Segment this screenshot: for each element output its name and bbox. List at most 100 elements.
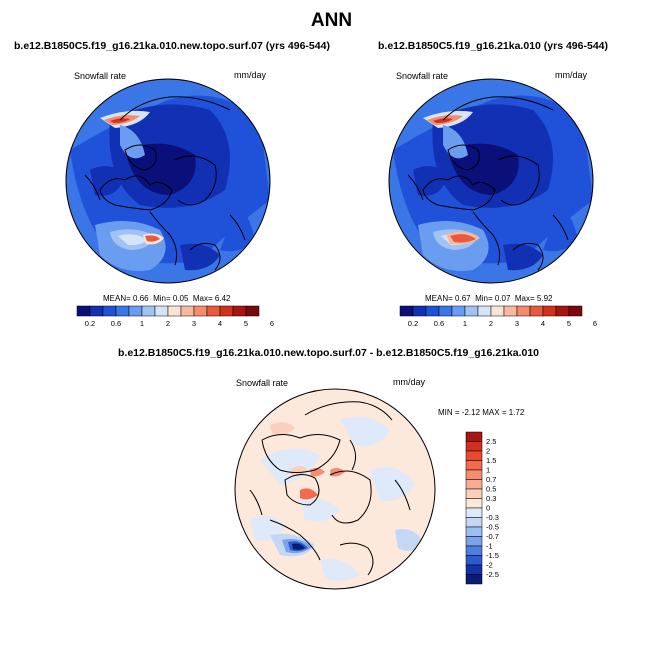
panel2-min-value: 0.07 [494, 294, 511, 303]
panel3-colorbar-tick-label: -1.5 [486, 551, 499, 560]
panel1-colorbar-tick-label: 1 [140, 319, 144, 328]
panel3-colorbar-swatch [465, 574, 483, 585]
panel3-colorbar-swatch [465, 545, 483, 556]
panel1-colorbar-swatch [128, 305, 143, 317]
panel2-colorbar-swatch [412, 305, 427, 317]
panel3-colorbar-tick-label: 0.7 [486, 475, 496, 484]
panel1-colorbar-swatch [232, 305, 247, 317]
panel3-min-value: -2.12 [461, 408, 481, 417]
panel2-colorbar-tick-label: 0.2 [408, 319, 418, 328]
panel1-colorbar-tick-label: 3 [192, 319, 196, 328]
panel1-case-title: b.e12.B1850C5.f19_g16.21ka.010.new.topo.… [14, 40, 330, 52]
panel3-colorbar-swatch [465, 450, 483, 461]
panel3-colorbar-swatch [465, 441, 483, 452]
panel1-colorbar-swatch [206, 305, 221, 317]
panel3-colorbar-tick-label: -0.7 [486, 532, 499, 541]
panel2-min-label: Min= [475, 294, 493, 303]
panel2-max-label: Max= [514, 294, 535, 303]
panel3-stats: MIN = -2.12 MAX = 1.72 [438, 408, 524, 417]
panel1-colorbar-tick-label: 5 [244, 319, 248, 328]
panel3-colorbar-swatch [465, 507, 483, 518]
panel2-max-value: 5.92 [536, 294, 553, 303]
panel3-colorbar-swatch [465, 564, 483, 575]
panel3-colorbar-tick-label: 0 [486, 504, 490, 513]
panel2-colorbar-tick-label: 4 [541, 319, 545, 328]
panel1-min-value: 0.05 [172, 294, 189, 303]
panel1-colorbar-swatch [154, 305, 169, 317]
panel3-colorbar-tick-label: 2.5 [486, 437, 496, 446]
panel2-colorbar-tick-label: 2 [489, 319, 493, 328]
panel3-colorbar-swatch [465, 469, 483, 480]
panel2-colorbar-swatch [555, 305, 570, 317]
panel2-colorbar-swatch [568, 305, 583, 317]
panel1-mean-value: 0.66 [133, 294, 149, 303]
panel3-colorbar-tick-label: -2 [486, 561, 493, 570]
panel3-colorbar-tick-label: 1 [486, 466, 490, 475]
panel1-colorbar-tick-label: 0.6 [111, 319, 121, 328]
panel1-colorbar-swatch [141, 305, 156, 317]
panel3-colorbar-tick-label: -1 [486, 542, 493, 551]
panel3-colorbar-tick-label: -0.3 [486, 513, 499, 522]
panel1-colorbar-swatch [180, 305, 195, 317]
panel2-colorbar-swatch [529, 305, 544, 317]
panel1-colorbar-tick-label: 6 [270, 319, 274, 328]
panel2-colorbar-swatch [503, 305, 518, 317]
panel1-max-label: Max= [192, 294, 213, 303]
panel3-max-value: 1.72 [508, 408, 525, 417]
panel2-colorbar-swatch [464, 305, 479, 317]
panel3-max-label: MAX = [482, 408, 507, 417]
panel1-colorbar-swatch [102, 305, 117, 317]
panel1-colorbar-tick-label: 0.2 [85, 319, 95, 328]
panel1-colorbar-swatch [245, 305, 260, 317]
panel3-colorbar-swatch [465, 555, 483, 566]
panel3-min-label: MIN = [438, 408, 460, 417]
panel1-colorbar-swatch [89, 305, 104, 317]
panel3-colorbar: 2.521.510.70.50.30-0.3-0.5-0.7-1-1.5-2-2… [465, 431, 499, 585]
panel1-colorbar-tick-label: 2 [166, 319, 170, 328]
panel3-variable-label: Snowfall rate [236, 378, 289, 388]
panel1-max-value: 6.42 [214, 294, 231, 303]
panel2-map [389, 79, 593, 283]
panel2-colorbar-swatch [425, 305, 440, 317]
panel2-colorbar-swatch [542, 305, 557, 317]
panel2-units-label: mm/day [555, 70, 588, 80]
panel1-stats: MEAN= 0.66 Min= 0.05 Max= 6.42 [103, 294, 231, 303]
page-title: ANN [310, 10, 353, 31]
panel3-colorbar-swatch [465, 431, 483, 442]
panel2-colorbar-tick-label: 5 [567, 319, 571, 328]
panel1-mean-label: MEAN= [103, 294, 131, 303]
panel2-mean-value: 0.67 [455, 294, 471, 303]
panel3-colorbar-tick-label: 1.5 [486, 456, 496, 465]
panel2-colorbar-swatch [477, 305, 492, 317]
panel3-colorbar-swatch [465, 498, 483, 509]
panel1-map [66, 79, 270, 283]
panel1-units-label: mm/day [234, 70, 267, 80]
panel3-colorbar-swatch [465, 536, 483, 547]
panel1-variable-label: Snowfall rate [74, 71, 127, 81]
panel2-variable-label: Snowfall rate [396, 71, 449, 81]
panel3-colorbar-swatch [465, 517, 483, 528]
panel2-colorbar-tick-label: 0.6 [434, 319, 444, 328]
panel3-map [235, 389, 435, 589]
panel1-colorbar-swatch [167, 305, 182, 317]
panel2-mean-label: MEAN= [425, 294, 453, 303]
panel2-colorbar-swatch [516, 305, 531, 317]
panel3-colorbar-swatch [465, 488, 483, 499]
panel1-colorbar-swatch [115, 305, 130, 317]
panel3-colorbar-swatch [465, 526, 483, 537]
panel3-colorbar-tick-label: 0.5 [486, 485, 496, 494]
panel3-units-label: mm/day [393, 377, 426, 387]
panel3-colorbar-tick-label: 0.3 [486, 494, 496, 503]
panel2-stats: MEAN= 0.67 Min= 0.07 Max= 5.92 [425, 294, 553, 303]
panel2-colorbar-swatch [399, 305, 414, 317]
panel3-colorbar-swatch [465, 479, 483, 490]
panel1-colorbar-swatch [219, 305, 234, 317]
panel2-colorbar-swatch [438, 305, 453, 317]
panel2-colorbar-swatch [490, 305, 505, 317]
panel2-colorbar-tick-label: 1 [463, 319, 467, 328]
panel3-colorbar-tick-label: -0.5 [486, 523, 499, 532]
panel3-colorbar-tick-label: 2 [486, 447, 490, 456]
panel2-colorbar: 0.2 0.6 1 2 3 4 5 6 [399, 305, 597, 328]
panel1-min-label: Min= [153, 294, 171, 303]
